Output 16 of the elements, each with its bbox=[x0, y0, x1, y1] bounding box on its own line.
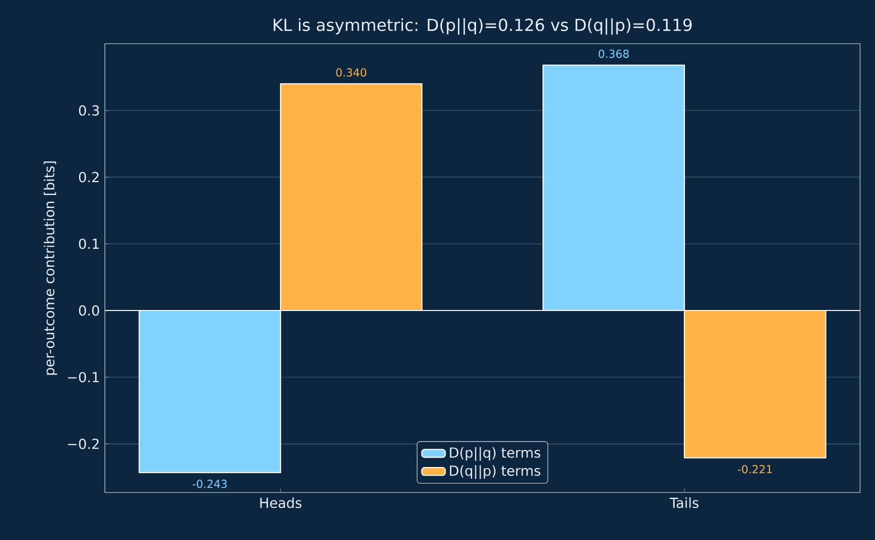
data-label: 0.340 bbox=[336, 68, 366, 76]
data-label: 0.368 bbox=[598, 49, 629, 58]
data-label: -0.221 bbox=[738, 464, 772, 474]
y-tick-label: 0.3 bbox=[79, 105, 99, 116]
x-tick-label: Heads bbox=[260, 497, 302, 508]
legend-label: D(q||p) terms bbox=[450, 465, 540, 479]
data-label: -0.243 bbox=[192, 480, 227, 488]
y-tick-label: 0.2 bbox=[79, 172, 99, 182]
legend-label: D(p||q) terms bbox=[450, 446, 540, 461]
y-tick-label: 0.0 bbox=[79, 305, 100, 316]
y-axis-title: per-outcome contribution [bits] bbox=[44, 161, 58, 375]
y-tick-label: −0.2 bbox=[68, 438, 99, 449]
y-tick-label: 0.1 bbox=[79, 238, 99, 249]
chart-title: KL is asymmetric: D(p||q)=0.126 vs D(q||p)=0.119 bbox=[274, 18, 692, 35]
y-tick-label: −0.1 bbox=[68, 372, 99, 382]
x-tick-label: Tails bbox=[670, 497, 698, 508]
